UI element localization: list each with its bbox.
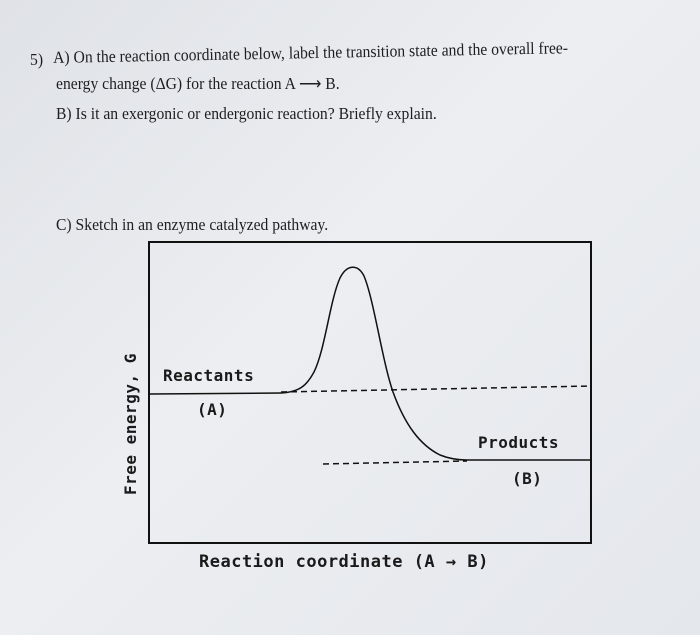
reactants-dashed-line <box>280 385 592 393</box>
question-part-a-line2: energy change (ΔG) for the reaction A ⟶ … <box>56 74 340 93</box>
reactants-label: Reactants <box>163 366 254 385</box>
y-axis-label: Free energy, G <box>121 353 140 495</box>
x-axis-label: Reaction coordinate (A → B) <box>199 552 489 572</box>
reactants-symbol: (A) <box>197 400 227 419</box>
question-part-c: C) Sketch in an enzyme catalyzed pathway… <box>56 215 329 234</box>
plot-frame <box>148 241 592 544</box>
products-symbol: (B) <box>512 469 542 488</box>
question-part-b: B) Is it an exergonic or endergonic reac… <box>56 104 437 123</box>
products-dashed-line <box>322 460 468 465</box>
reactants-level-line <box>148 392 282 395</box>
products-label: Products <box>478 433 559 452</box>
energy-curve <box>280 266 468 461</box>
question-number: 5) <box>30 50 44 69</box>
